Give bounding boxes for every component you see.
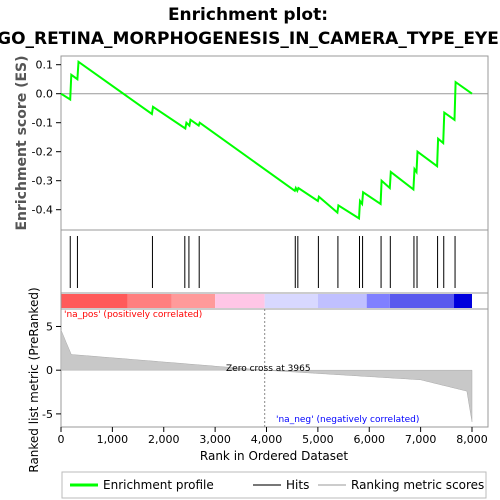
legend-label: Enrichment profile <box>103 478 214 492</box>
ranking-metric-area <box>60 329 473 422</box>
heatbar-segment <box>317 294 367 308</box>
heatbar-segment <box>215 294 265 308</box>
x-axis-label: Rank in Ordered Dataset <box>200 449 348 463</box>
rank-metric-ylabel: Ranked list metric (PreRanked) <box>27 287 41 472</box>
heatbar-segment <box>171 294 216 308</box>
legend-label: Hits <box>286 478 309 492</box>
enrichment-profile-line <box>60 59 473 221</box>
hits-panel <box>60 229 489 294</box>
es-ytick-label: 0.1 <box>36 59 54 72</box>
x-tick-label: 8,000 <box>456 433 488 446</box>
legend-label: Ranking metric scores <box>351 478 484 492</box>
zero-cross-label: Zero cross at 3965 <box>226 364 311 374</box>
x-tick-label: 4,000 <box>251 433 283 446</box>
x-tick-label: 2,000 <box>148 433 180 446</box>
es-ylabel: Enrichment score (ES) <box>14 55 30 230</box>
chart-title-line1: Enrichment plot: <box>168 5 328 25</box>
rm-ytick-label: -5 <box>42 408 53 421</box>
chart-title-line2: GO_RETINA_MORPHOGENESIS_IN_CAMERA_TYPE_E… <box>0 29 499 49</box>
x-tick-label: 5,000 <box>302 433 334 446</box>
heatbar-segment <box>389 294 455 308</box>
heatbar-segment <box>61 294 128 308</box>
heatbar-segment <box>127 294 172 308</box>
es-ytick-label: -0.1 <box>32 117 53 130</box>
rm-ytick-label: 0 <box>46 364 53 377</box>
neg-label: 'na_neg' (negatively correlated) <box>276 415 419 425</box>
heatbar-segment <box>454 294 472 308</box>
heatbar-segment <box>366 294 390 308</box>
x-tick-label: 1,000 <box>97 433 129 446</box>
es-ytick-label: -0.3 <box>32 175 53 188</box>
es-panel <box>60 55 489 231</box>
es-ytick-label: -0.2 <box>32 146 53 159</box>
x-tick-label: 6,000 <box>354 433 386 446</box>
heatbar-segment <box>264 294 318 308</box>
pos-label: 'na_pos' (positively correlated) <box>64 310 202 320</box>
x-tick-label: 7,000 <box>405 433 437 446</box>
x-tick-label: 0 <box>58 433 65 446</box>
rm-ytick-label: 5 <box>46 320 53 333</box>
x-tick-label: 3,000 <box>199 433 231 446</box>
es-ytick-label: -0.4 <box>32 204 53 217</box>
es-ytick-label: 0.0 <box>36 88 54 101</box>
